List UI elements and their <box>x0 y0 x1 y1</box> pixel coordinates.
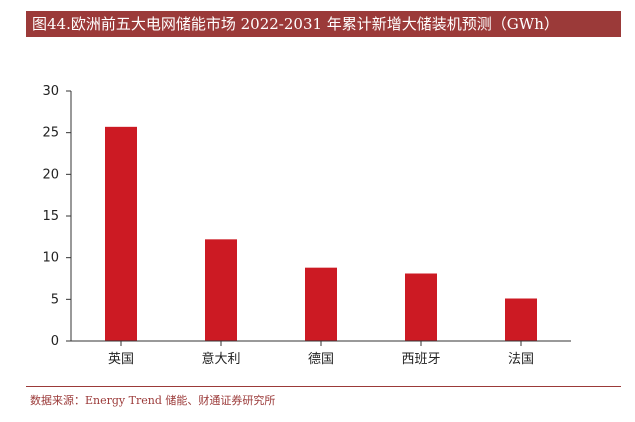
x-axis: 英国 意大利 德国 西班牙 法国 <box>71 340 571 367</box>
bar <box>305 267 337 341</box>
x-tick-label: 意大利 <box>201 351 240 367</box>
bar <box>505 298 537 341</box>
y-tick-label: 10 <box>42 251 59 266</box>
y-tick-label: 15 <box>42 209 59 224</box>
source-divider <box>26 386 621 387</box>
bar <box>205 239 237 341</box>
y-tick-label: 0 <box>51 334 59 349</box>
y-tick-label: 20 <box>42 167 59 182</box>
bar <box>105 126 137 341</box>
y-tick-label: 25 <box>42 126 59 141</box>
source-note: 数据来源：Energy Trend 储能、财通证券研究所 <box>30 394 276 407</box>
x-tick-label: 法国 <box>508 352 534 367</box>
chart-title: 图44.欧洲前五大电网储能市场 2022-2031 年累计新增大储装机预测（GW… <box>26 11 621 37</box>
y-axis: 0 5 10 15 20 25 30 <box>42 84 72 349</box>
y-tick-label: 5 <box>51 292 59 307</box>
x-tick-label: 德国 <box>308 352 334 367</box>
y-tick-label: 30 <box>42 84 59 99</box>
x-tick-label: 西班牙 <box>401 352 440 367</box>
bar <box>405 273 437 341</box>
bars <box>105 126 537 341</box>
x-tick-label: 英国 <box>108 352 134 367</box>
